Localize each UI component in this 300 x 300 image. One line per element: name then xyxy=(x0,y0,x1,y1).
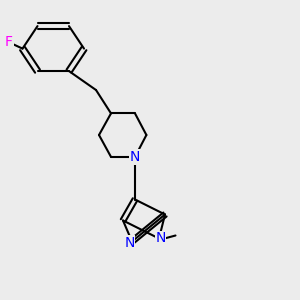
Text: N: N xyxy=(130,150,140,164)
Text: N: N xyxy=(155,232,166,245)
Text: F: F xyxy=(5,35,13,49)
Text: N: N xyxy=(124,236,135,250)
